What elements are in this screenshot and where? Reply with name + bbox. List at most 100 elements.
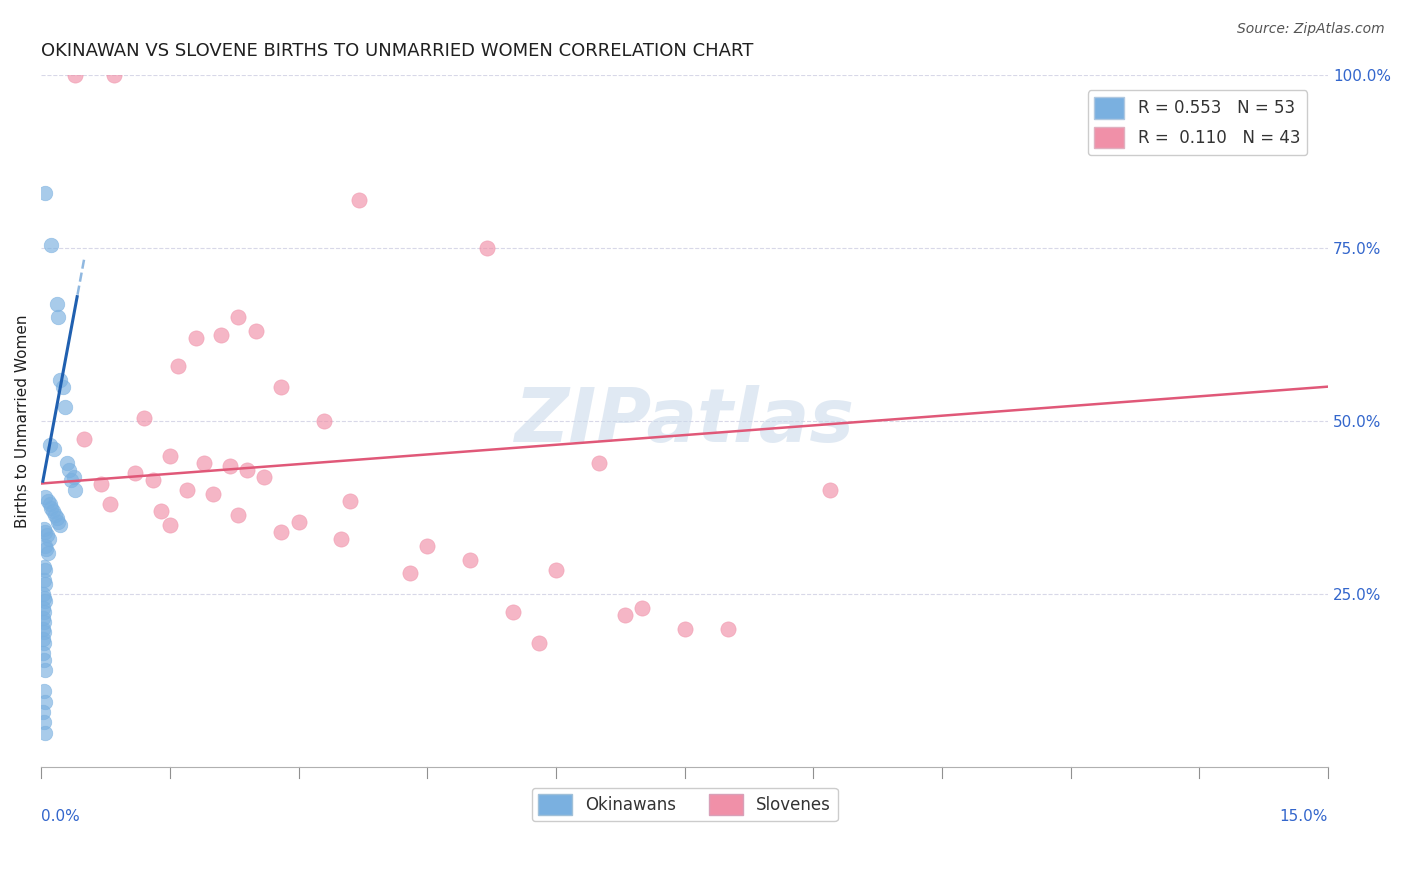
Point xyxy=(673,622,696,636)
Point xyxy=(31,587,53,601)
Point xyxy=(330,532,353,546)
Point xyxy=(527,636,550,650)
Point xyxy=(32,653,55,667)
Point xyxy=(228,310,250,325)
Point xyxy=(32,636,55,650)
Point xyxy=(142,473,165,487)
Text: 0.0%: 0.0% xyxy=(41,809,80,824)
Point xyxy=(458,552,481,566)
Point xyxy=(34,524,56,539)
Point xyxy=(193,456,215,470)
Point xyxy=(270,379,292,393)
Point xyxy=(124,466,146,480)
Point xyxy=(270,524,292,539)
Text: OKINAWAN VS SLOVENE BIRTHS TO UNMARRIED WOMEN CORRELATION CHART: OKINAWAN VS SLOVENE BIRTHS TO UNMARRIED … xyxy=(41,42,754,60)
Point xyxy=(218,459,240,474)
Point xyxy=(184,331,207,345)
Point xyxy=(339,493,361,508)
Point xyxy=(46,310,69,325)
Point xyxy=(399,566,422,581)
Point xyxy=(32,559,55,574)
Point xyxy=(42,442,65,456)
Point xyxy=(34,491,56,505)
Point xyxy=(38,532,60,546)
Point xyxy=(90,476,112,491)
Point xyxy=(34,563,56,577)
Point xyxy=(38,497,60,511)
Point xyxy=(34,594,56,608)
Point xyxy=(820,483,842,498)
Point xyxy=(31,601,53,615)
Point xyxy=(613,607,636,622)
Point xyxy=(37,546,59,560)
Point xyxy=(502,605,524,619)
Point xyxy=(32,521,55,535)
Point xyxy=(31,632,53,647)
Point xyxy=(32,684,55,698)
Point xyxy=(34,186,56,200)
Point xyxy=(45,296,67,310)
Point xyxy=(32,615,55,629)
Text: ZIPatlas: ZIPatlas xyxy=(515,384,855,458)
Point xyxy=(32,574,55,588)
Point xyxy=(37,493,59,508)
Point xyxy=(98,497,121,511)
Point xyxy=(34,539,56,553)
Point xyxy=(31,611,53,625)
Point xyxy=(287,515,309,529)
Point xyxy=(37,528,59,542)
Point xyxy=(49,373,72,387)
Point xyxy=(167,359,190,373)
Point xyxy=(159,449,181,463)
Point xyxy=(32,715,55,730)
Point xyxy=(103,68,125,82)
Point xyxy=(150,504,173,518)
Point xyxy=(38,438,60,452)
Point xyxy=(35,542,58,557)
Point xyxy=(42,504,65,518)
Point xyxy=(314,414,336,428)
Legend: Okinawans, Slovenes: Okinawans, Slovenes xyxy=(531,788,838,822)
Point xyxy=(34,664,56,678)
Point xyxy=(477,241,499,255)
Point xyxy=(73,432,96,446)
Point xyxy=(65,68,87,82)
Point xyxy=(32,605,55,619)
Point xyxy=(236,463,259,477)
Point xyxy=(209,327,232,342)
Point xyxy=(716,622,738,636)
Point xyxy=(31,646,53,660)
Point xyxy=(32,591,55,605)
Point xyxy=(62,469,84,483)
Point xyxy=(253,469,276,483)
Point xyxy=(32,625,55,640)
Text: Source: ZipAtlas.com: Source: ZipAtlas.com xyxy=(1237,22,1385,37)
Point xyxy=(46,515,69,529)
Point xyxy=(34,694,56,708)
Text: 15.0%: 15.0% xyxy=(1279,809,1329,824)
Point xyxy=(630,601,652,615)
Point xyxy=(347,193,370,207)
Point xyxy=(49,518,72,533)
Point xyxy=(45,511,67,525)
Point xyxy=(201,487,224,501)
Point xyxy=(41,500,63,515)
Point xyxy=(34,577,56,591)
Point xyxy=(34,725,56,739)
Point xyxy=(245,324,267,338)
Point xyxy=(159,518,181,533)
Point xyxy=(41,237,63,252)
Point xyxy=(416,539,439,553)
Point xyxy=(51,379,73,393)
Point xyxy=(56,456,79,470)
Point xyxy=(588,456,610,470)
Point xyxy=(176,483,198,498)
Point xyxy=(65,483,87,498)
Point xyxy=(58,463,80,477)
Point xyxy=(544,563,567,577)
Point xyxy=(132,410,155,425)
Point xyxy=(31,622,53,636)
Point xyxy=(60,473,83,487)
Point xyxy=(44,508,66,522)
Point xyxy=(228,508,250,522)
